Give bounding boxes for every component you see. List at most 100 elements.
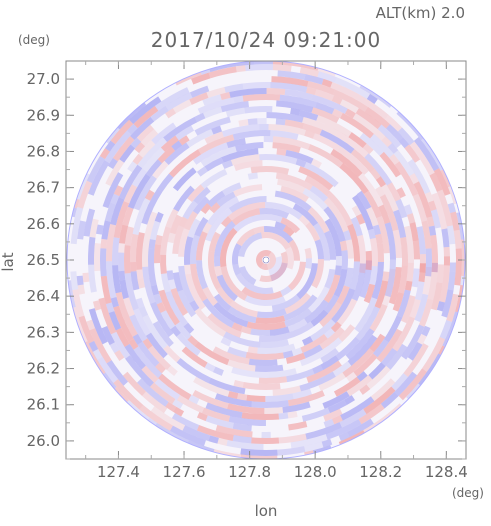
radar-cell bbox=[181, 346, 208, 368]
radar-cell bbox=[98, 297, 117, 335]
radar-cell bbox=[404, 225, 415, 263]
radar-cell bbox=[164, 142, 190, 165]
radar-cell bbox=[308, 286, 330, 313]
radar-cell bbox=[196, 231, 208, 252]
radar-cell bbox=[255, 315, 286, 324]
radar-cell bbox=[327, 399, 347, 414]
radar-cell bbox=[286, 368, 315, 383]
radar-cell bbox=[197, 97, 235, 115]
radar-cell bbox=[378, 204, 391, 224]
radar-cell bbox=[208, 435, 219, 444]
radar-cell bbox=[227, 390, 239, 400]
radar-cell bbox=[311, 107, 340, 124]
radar-cell bbox=[216, 286, 234, 306]
radar-cell bbox=[343, 395, 355, 405]
radar-cell bbox=[359, 260, 372, 299]
radar-cell bbox=[323, 197, 349, 233]
radar-cell bbox=[280, 217, 301, 234]
radar-cell bbox=[276, 148, 287, 156]
radar-cell bbox=[330, 81, 358, 99]
radar-cell bbox=[305, 422, 343, 440]
radar-cell bbox=[228, 415, 266, 426]
radar-cell bbox=[154, 378, 181, 401]
radar-cell bbox=[383, 315, 403, 343]
radar-cell bbox=[287, 318, 308, 333]
radar-cell bbox=[128, 325, 138, 337]
radar-cell bbox=[265, 202, 276, 209]
radar-cell bbox=[416, 226, 426, 255]
radar-cell bbox=[156, 302, 166, 314]
radar-cell bbox=[170, 325, 181, 337]
radar-cell bbox=[245, 352, 285, 360]
radar-cell bbox=[427, 271, 438, 301]
radar-cell bbox=[232, 130, 271, 141]
y-tick-label: 26.3 bbox=[27, 323, 60, 341]
radar-cell bbox=[115, 327, 130, 347]
radar-cell bbox=[192, 389, 229, 410]
radar-cell bbox=[129, 314, 148, 342]
radar-cell bbox=[375, 233, 383, 244]
radar-cell bbox=[160, 310, 176, 330]
radar-cell bbox=[319, 129, 355, 154]
radar-cell bbox=[128, 338, 139, 350]
radar-cell bbox=[288, 421, 308, 431]
radar-cell bbox=[366, 365, 391, 390]
radar-cell bbox=[136, 378, 169, 407]
radar-cell bbox=[178, 228, 190, 257]
radar-cell bbox=[422, 266, 432, 296]
radar-cell bbox=[187, 218, 201, 238]
radar-cell bbox=[320, 355, 340, 371]
radar-cell bbox=[365, 250, 373, 271]
radar-cell bbox=[149, 397, 168, 414]
radar-cell bbox=[214, 265, 223, 277]
radar-cell bbox=[242, 94, 281, 102]
radar-cell bbox=[291, 347, 303, 357]
radar-cell bbox=[72, 289, 85, 318]
radar-cell bbox=[130, 233, 139, 263]
radar-cell bbox=[288, 239, 300, 261]
radar-cell bbox=[82, 272, 90, 283]
radar-cell bbox=[233, 184, 263, 197]
radar-cell bbox=[172, 167, 197, 192]
radar-cell bbox=[187, 335, 199, 347]
radar-cell bbox=[233, 216, 254, 232]
radar-cell bbox=[227, 306, 257, 324]
radar-cell bbox=[309, 185, 329, 202]
radar-cell bbox=[165, 401, 177, 412]
radar-cell bbox=[270, 262, 288, 282]
radar-cell bbox=[220, 100, 249, 113]
radar-cell bbox=[370, 168, 381, 180]
radar-cell bbox=[313, 222, 330, 261]
radar-cell bbox=[137, 278, 146, 289]
radar-cell bbox=[244, 295, 286, 306]
radar-cell bbox=[97, 356, 119, 383]
radar-cell bbox=[381, 268, 396, 307]
radar-cell bbox=[405, 316, 415, 328]
radar-cell bbox=[160, 226, 172, 256]
radar-cell bbox=[285, 246, 294, 270]
radar-cell bbox=[118, 224, 129, 244]
x-unit-label: (deg) bbox=[452, 486, 484, 500]
radar-cell bbox=[355, 306, 381, 341]
radar-cell bbox=[284, 89, 313, 101]
radar-cell bbox=[191, 72, 211, 85]
radar-cell bbox=[118, 164, 143, 200]
radar-cell bbox=[188, 394, 200, 405]
radar-cell bbox=[368, 362, 386, 380]
radar-cell bbox=[319, 326, 345, 350]
radar-cell bbox=[283, 294, 318, 322]
radar-cell bbox=[355, 213, 366, 225]
radar-cell bbox=[200, 203, 212, 215]
radar-cell bbox=[205, 415, 234, 429]
radar-cell bbox=[364, 106, 391, 129]
radar-cell bbox=[391, 373, 409, 391]
radar-cell bbox=[339, 240, 348, 251]
radar-cell bbox=[100, 248, 107, 277]
radar-cell bbox=[258, 376, 288, 384]
radar-cell bbox=[388, 267, 402, 305]
radar-cell bbox=[332, 361, 352, 377]
radar-cell bbox=[135, 232, 145, 270]
radar-cell bbox=[113, 379, 144, 410]
radar-cell bbox=[450, 211, 460, 231]
radar-cell bbox=[183, 211, 198, 231]
